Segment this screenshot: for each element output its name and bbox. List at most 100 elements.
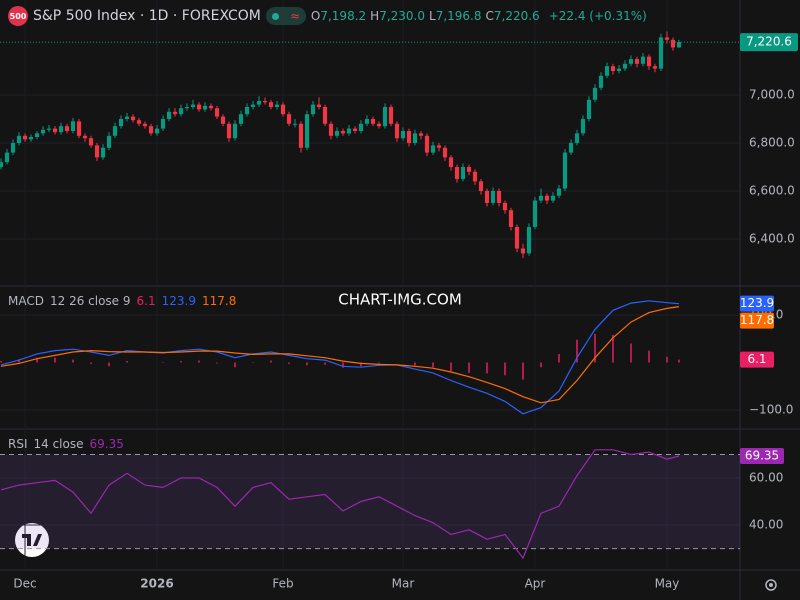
candle-body <box>496 190 502 203</box>
candle-body <box>478 181 484 191</box>
value-tag <box>740 312 774 329</box>
candle-body <box>574 133 580 143</box>
candle-body <box>412 133 418 143</box>
candle-body <box>352 128 358 131</box>
y-tick-label: 60.00 <box>749 471 783 485</box>
price-tag <box>740 33 798 52</box>
ohlc-legend: O7,198.2 H7,230.0 L7,196.8 C7,220.6 <box>311 9 544 23</box>
legend-value: 117.8 <box>201 294 237 308</box>
candle-body <box>88 138 94 146</box>
y-tick-label: 6,400.0 <box>749 231 795 245</box>
value-tag-label: 6.1 <box>747 352 766 366</box>
candle-body <box>664 37 670 40</box>
candle-body <box>70 121 76 131</box>
candle-body <box>184 106 190 109</box>
y-tick-label: 6,600.0 <box>749 183 795 197</box>
candle-body <box>130 116 136 121</box>
candle-body <box>100 147 106 158</box>
candle-body <box>382 106 388 127</box>
candle-body <box>256 100 262 105</box>
x-tick-label: Feb <box>272 577 293 591</box>
candle-body <box>676 42 682 48</box>
candle-body <box>298 123 304 148</box>
candle-body <box>502 202 508 211</box>
candle-body <box>190 104 196 107</box>
candle-body <box>166 111 172 119</box>
candle-body <box>394 123 400 139</box>
candle-body <box>58 126 64 133</box>
ohlc-value: 7,230.0 <box>379 9 425 23</box>
candle-body <box>178 108 184 115</box>
candle-body <box>628 59 634 64</box>
value-tag <box>740 351 774 368</box>
candle-body <box>400 130 406 139</box>
value-tag-label: 117.8 <box>740 313 774 327</box>
value-tag-label: 69.35 <box>745 449 779 463</box>
candle-body <box>316 104 322 107</box>
ohlc-value: 7,220.6 <box>493 9 540 23</box>
symbol-icon: 500 <box>8 6 28 26</box>
indicator-params: 14 close <box>33 437 84 451</box>
candle-body <box>370 118 376 124</box>
change: +22.4 (+0.31%) <box>548 9 647 23</box>
candle-body <box>616 68 622 72</box>
candle-body <box>388 106 394 124</box>
candle-body <box>280 104 286 115</box>
y-tick-label: 40.00 <box>749 518 783 532</box>
candle-body <box>208 105 214 109</box>
candle-body <box>310 104 316 115</box>
candle-body <box>28 136 34 140</box>
candle-body <box>232 123 238 139</box>
candle-body <box>568 142 574 153</box>
price-tag-label: 7,220.6 <box>746 35 792 49</box>
candle-body <box>34 133 40 137</box>
candle-body <box>250 104 256 107</box>
candle-body <box>376 123 382 127</box>
symbol-legend: 500 S&P 500 Index · 1D · FOREXCOM ≈ O7,1… <box>8 6 647 26</box>
candle-body <box>658 37 664 69</box>
candle-body <box>274 104 280 107</box>
status-pill[interactable]: ≈ <box>265 7 306 25</box>
candle-body <box>550 195 556 201</box>
settings-icon[interactable] <box>765 579 777 591</box>
candle-body <box>406 130 412 143</box>
symbol-title: S&P 500 Index · 1D · FOREXCOM <box>33 8 261 24</box>
legend-value: 6.1 <box>136 294 156 308</box>
rsi-band <box>0 454 740 549</box>
candle-body <box>322 106 328 124</box>
candle-body <box>592 87 598 100</box>
candle-body <box>0 162 4 167</box>
candle-body <box>82 135 88 139</box>
candle-body <box>610 66 616 72</box>
candle-body <box>436 145 442 148</box>
candle-body <box>94 145 100 158</box>
candle-body <box>634 59 640 64</box>
candle-body <box>334 130 340 136</box>
macd-legend: MACD 12 26 close 9 6.1 123.9 117.8 <box>8 294 236 308</box>
x-tick-label: Dec <box>13 577 36 591</box>
candle-body <box>118 118 124 127</box>
candle-body <box>454 166 460 179</box>
candle-body <box>244 106 250 115</box>
candle-body <box>46 128 52 130</box>
candle-body <box>124 116 130 119</box>
ohlc-value: 7,196.8 <box>435 9 482 23</box>
candle-body <box>142 123 148 127</box>
y-tick-label: −100.0 <box>749 402 793 416</box>
candle-body <box>598 75 604 88</box>
candle-body <box>196 104 202 110</box>
candle-body <box>364 118 370 124</box>
candle-body <box>40 129 46 134</box>
candle-body <box>154 128 160 134</box>
candle-body <box>430 145 436 153</box>
candle-body <box>136 120 142 124</box>
value-tag <box>740 448 784 464</box>
candle-body <box>172 111 178 115</box>
candle-body <box>520 248 526 254</box>
candle-body <box>466 166 472 172</box>
candle-body <box>358 123 364 131</box>
candle-body <box>148 126 154 134</box>
candle-body <box>670 39 676 48</box>
candle-body <box>76 121 82 136</box>
